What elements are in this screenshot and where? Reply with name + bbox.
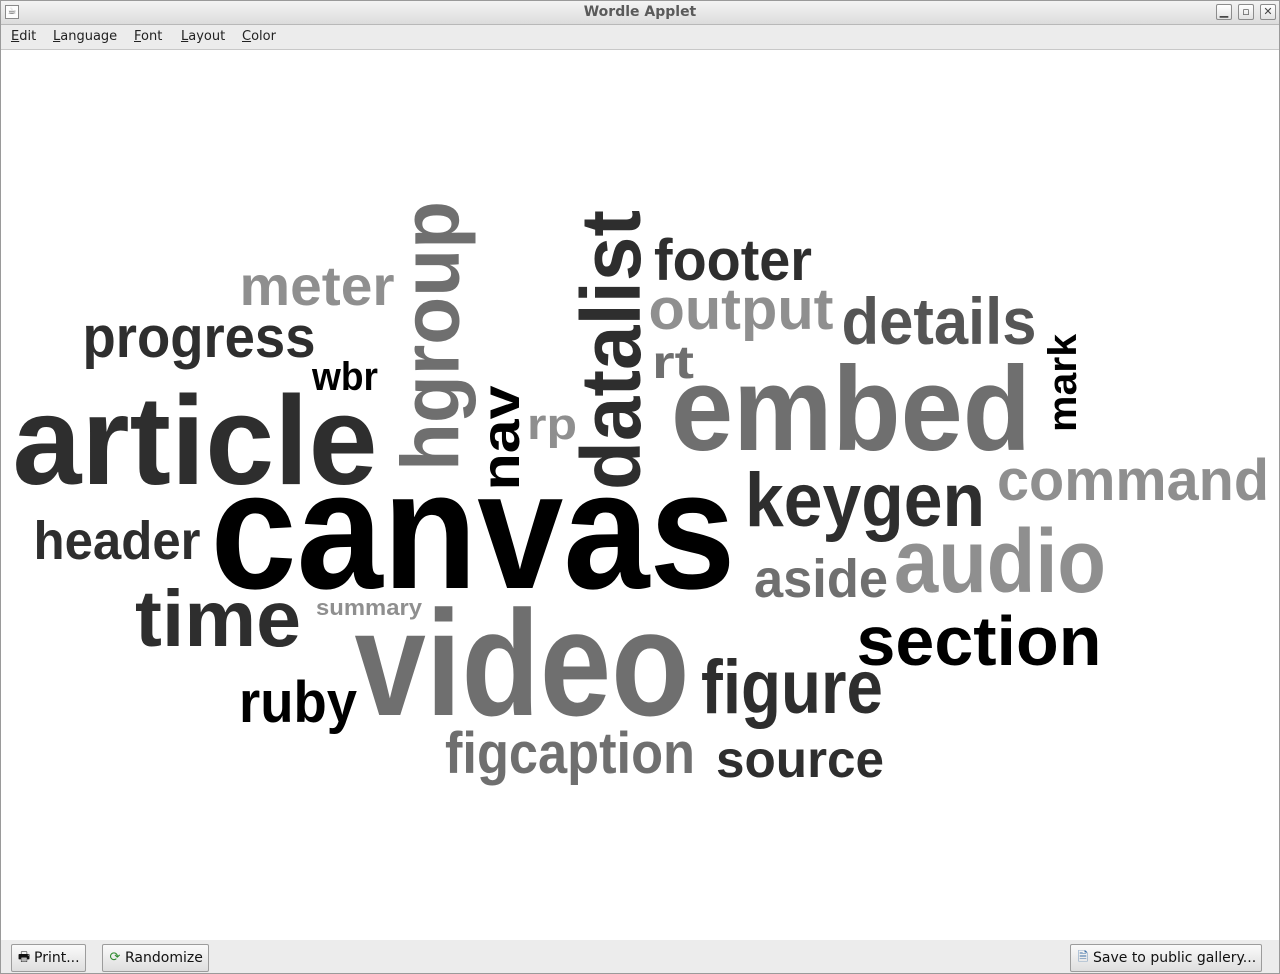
word-cloud-canvas[interactable]: canvas video article embed hgroup datalist aud…	[1, 50, 1279, 940]
menu-bar: Edit Language Font Layout Color	[1, 25, 1279, 50]
printer-icon: 🖶	[17, 950, 31, 965]
word-source: source	[716, 731, 884, 789]
word-nav: nav	[471, 386, 531, 491]
maximize-icon[interactable]: ▫	[1238, 4, 1254, 20]
randomize-button[interactable]: ⟳ Randomize	[102, 944, 209, 972]
word-output: output	[649, 277, 834, 342]
word-meter: meter	[240, 254, 395, 317]
word-footer: footer	[654, 228, 812, 293]
word-aside: aside	[754, 549, 888, 609]
word-section: section	[857, 602, 1102, 680]
word-embed: embed	[671, 342, 1031, 476]
menu-layout[interactable]: Layout	[181, 29, 226, 44]
word-hgroup: hgroup	[386, 201, 477, 471]
word-keygen: keygen	[745, 458, 985, 543]
word-rp: rp	[527, 400, 577, 449]
refresh-icon: ⟳	[109, 950, 121, 965]
menu-font[interactable]: Font	[134, 29, 163, 44]
menu-color[interactable]: Color	[242, 29, 276, 44]
window-title: Wordle Applet	[583, 4, 697, 20]
close-icon[interactable]: ✕	[1260, 4, 1276, 20]
word-header: header	[34, 511, 201, 571]
bottom-toolbar: 🖶 Print... ⟳ Randomize 🗎 Save to public gal…	[1, 940, 1279, 973]
word-command: command	[997, 448, 1269, 513]
word-article: article	[13, 370, 378, 511]
word-summary: summary	[316, 595, 423, 620]
word-time: time	[135, 574, 301, 663]
save-document-icon: 🗎	[1077, 950, 1089, 965]
save-to-gallery-button[interactable]: 🗎 Save to public gallery...	[1070, 944, 1263, 972]
word-figcaption: figcaption	[445, 721, 695, 786]
word-figure: figure	[701, 645, 883, 730]
java-app-icon[interactable]: ☕	[5, 5, 19, 19]
word-mark: mark	[1041, 333, 1085, 432]
menu-edit[interactable]: Edit	[11, 29, 37, 44]
word-progress: progress	[83, 305, 316, 370]
word-video: video	[355, 579, 690, 747]
print-button[interactable]: 🖶 Print...	[11, 944, 86, 972]
title-bar[interactable]: ☕ Wordle Applet ▁ ▫ ✕	[1, 1, 1279, 25]
word-ruby: ruby	[239, 670, 357, 735]
word-audio: audio	[894, 512, 1106, 612]
minimize-icon[interactable]: ▁	[1216, 4, 1232, 20]
word-details: details	[842, 284, 1037, 358]
word-canvas: canvas	[211, 436, 736, 624]
word-datalist: datalist	[564, 210, 658, 490]
menu-language[interactable]: Language	[53, 29, 118, 44]
word-rt: rt	[652, 336, 694, 388]
word-wbr: wbr	[311, 355, 378, 399]
